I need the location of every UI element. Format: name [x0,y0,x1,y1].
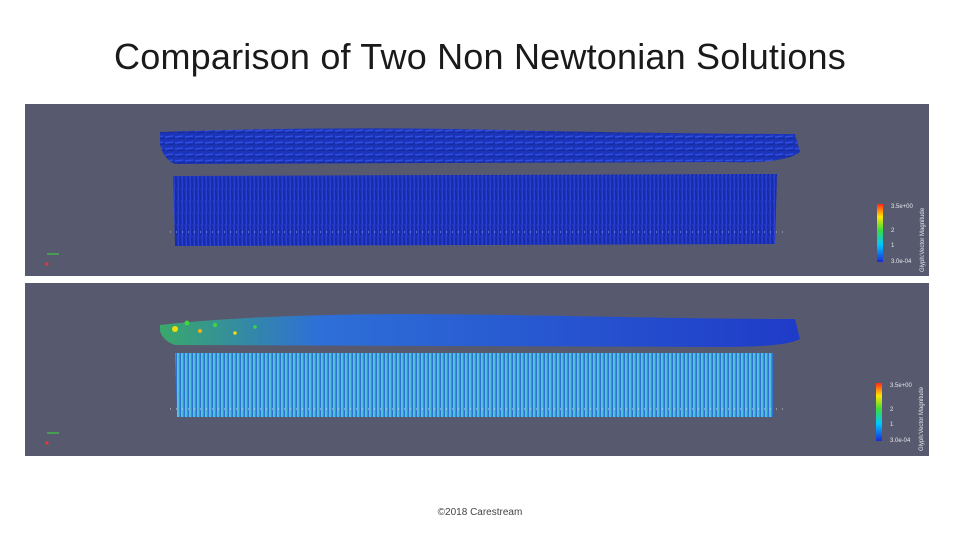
legend-tick-max: 3.5e+00 [891,204,914,210]
legend-tick-min: 3.0e-04 [890,438,911,444]
axes-triad [45,253,59,266]
legend-title: Glyph:Vector Magnitude [919,386,925,451]
upper-flow-layer [160,314,800,347]
inlet-hotspots [172,320,257,335]
simulation-panel-top: 3.5e+00 2 1 3.0e-04 Glyph:Vector Magnitu… [25,104,929,276]
legend-tick-1: 1 [891,243,895,249]
lower-glyph-field [173,174,777,246]
vector-glyph-plot-top: 3.5e+00 2 1 3.0e-04 Glyph:Vector Magnitu… [45,128,926,272]
legend-tick-1: 1 [890,422,894,428]
legend-tick-2: 2 [891,228,895,234]
legend-tick-min: 3.0e-04 [891,259,912,265]
legend-title: Glyph:Vector Magnitude [920,207,926,272]
color-legend: 3.5e+00 2 1 3.0e-04 Glyph:Vector Magnitu… [877,204,926,272]
upper-flow-layer [160,128,800,164]
color-legend: 3.5e+00 2 1 3.0e-04 Glyph:Vector Magnitu… [876,383,925,451]
legend-tick-2: 2 [890,407,894,413]
axes-triad [45,432,59,445]
legend-tick-max: 3.5e+00 [890,383,913,389]
simulation-panel-bottom: 3.5e+00 2 1 3.0e-04 Glyph:Vector Magnitu… [25,283,929,456]
slide-title: Comparison of Two Non Newtonian Solution… [114,36,846,77]
vector-glyph-plot-bottom: 3.5e+00 2 1 3.0e-04 Glyph:Vector Magnitu… [45,314,925,451]
lower-glyph-field [175,353,773,417]
footer-copyright: ©2018 Carestream [437,507,523,518]
